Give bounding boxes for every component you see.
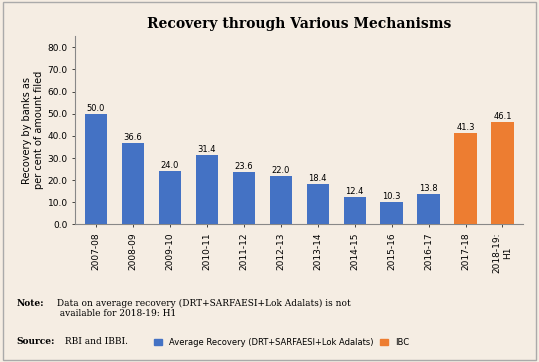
Bar bbox=[196, 155, 218, 224]
Text: Note:: Note: bbox=[16, 299, 44, 308]
Bar bbox=[307, 184, 329, 224]
Text: RBI and IBBI.: RBI and IBBI. bbox=[62, 337, 128, 346]
Text: 12.4: 12.4 bbox=[457, 187, 475, 196]
Text: 31.4: 31.4 bbox=[197, 145, 216, 154]
Legend: Average Recovery (DRT+SARFAESI+Lok Adalats), IBC: Average Recovery (DRT+SARFAESI+Lok Adala… bbox=[154, 338, 409, 347]
Text: 22.0: 22.0 bbox=[272, 165, 290, 174]
Bar bbox=[381, 202, 403, 224]
Bar bbox=[492, 122, 514, 224]
Text: 50.0: 50.0 bbox=[87, 104, 105, 113]
Text: 10.3: 10.3 bbox=[382, 191, 401, 201]
Text: Data on average recovery (DRT+SARFAESI+Lok Adalats) is not
  available for 2018-: Data on average recovery (DRT+SARFAESI+L… bbox=[54, 299, 351, 318]
Title: Recovery through Various Mechanisms: Recovery through Various Mechanisms bbox=[147, 17, 451, 31]
Text: 41.3: 41.3 bbox=[457, 123, 475, 132]
Text: 24.0: 24.0 bbox=[161, 161, 179, 170]
Text: 13.8: 13.8 bbox=[419, 184, 438, 193]
Text: 46.1: 46.1 bbox=[493, 112, 512, 121]
Text: 36.6: 36.6 bbox=[123, 133, 142, 142]
Y-axis label: Recovery by banks as
per cent of amount filed: Recovery by banks as per cent of amount … bbox=[22, 71, 44, 189]
Bar bbox=[122, 143, 144, 224]
Bar bbox=[233, 172, 255, 224]
Bar bbox=[454, 133, 476, 224]
Text: 12.4: 12.4 bbox=[345, 187, 364, 196]
Bar bbox=[343, 197, 365, 224]
Text: Source:: Source: bbox=[16, 337, 54, 346]
Bar bbox=[85, 114, 107, 224]
Text: 18.4: 18.4 bbox=[308, 174, 327, 182]
Bar bbox=[418, 194, 440, 224]
Bar bbox=[158, 171, 181, 224]
Bar bbox=[454, 197, 476, 224]
Bar bbox=[270, 176, 292, 224]
Text: 23.6: 23.6 bbox=[234, 162, 253, 171]
